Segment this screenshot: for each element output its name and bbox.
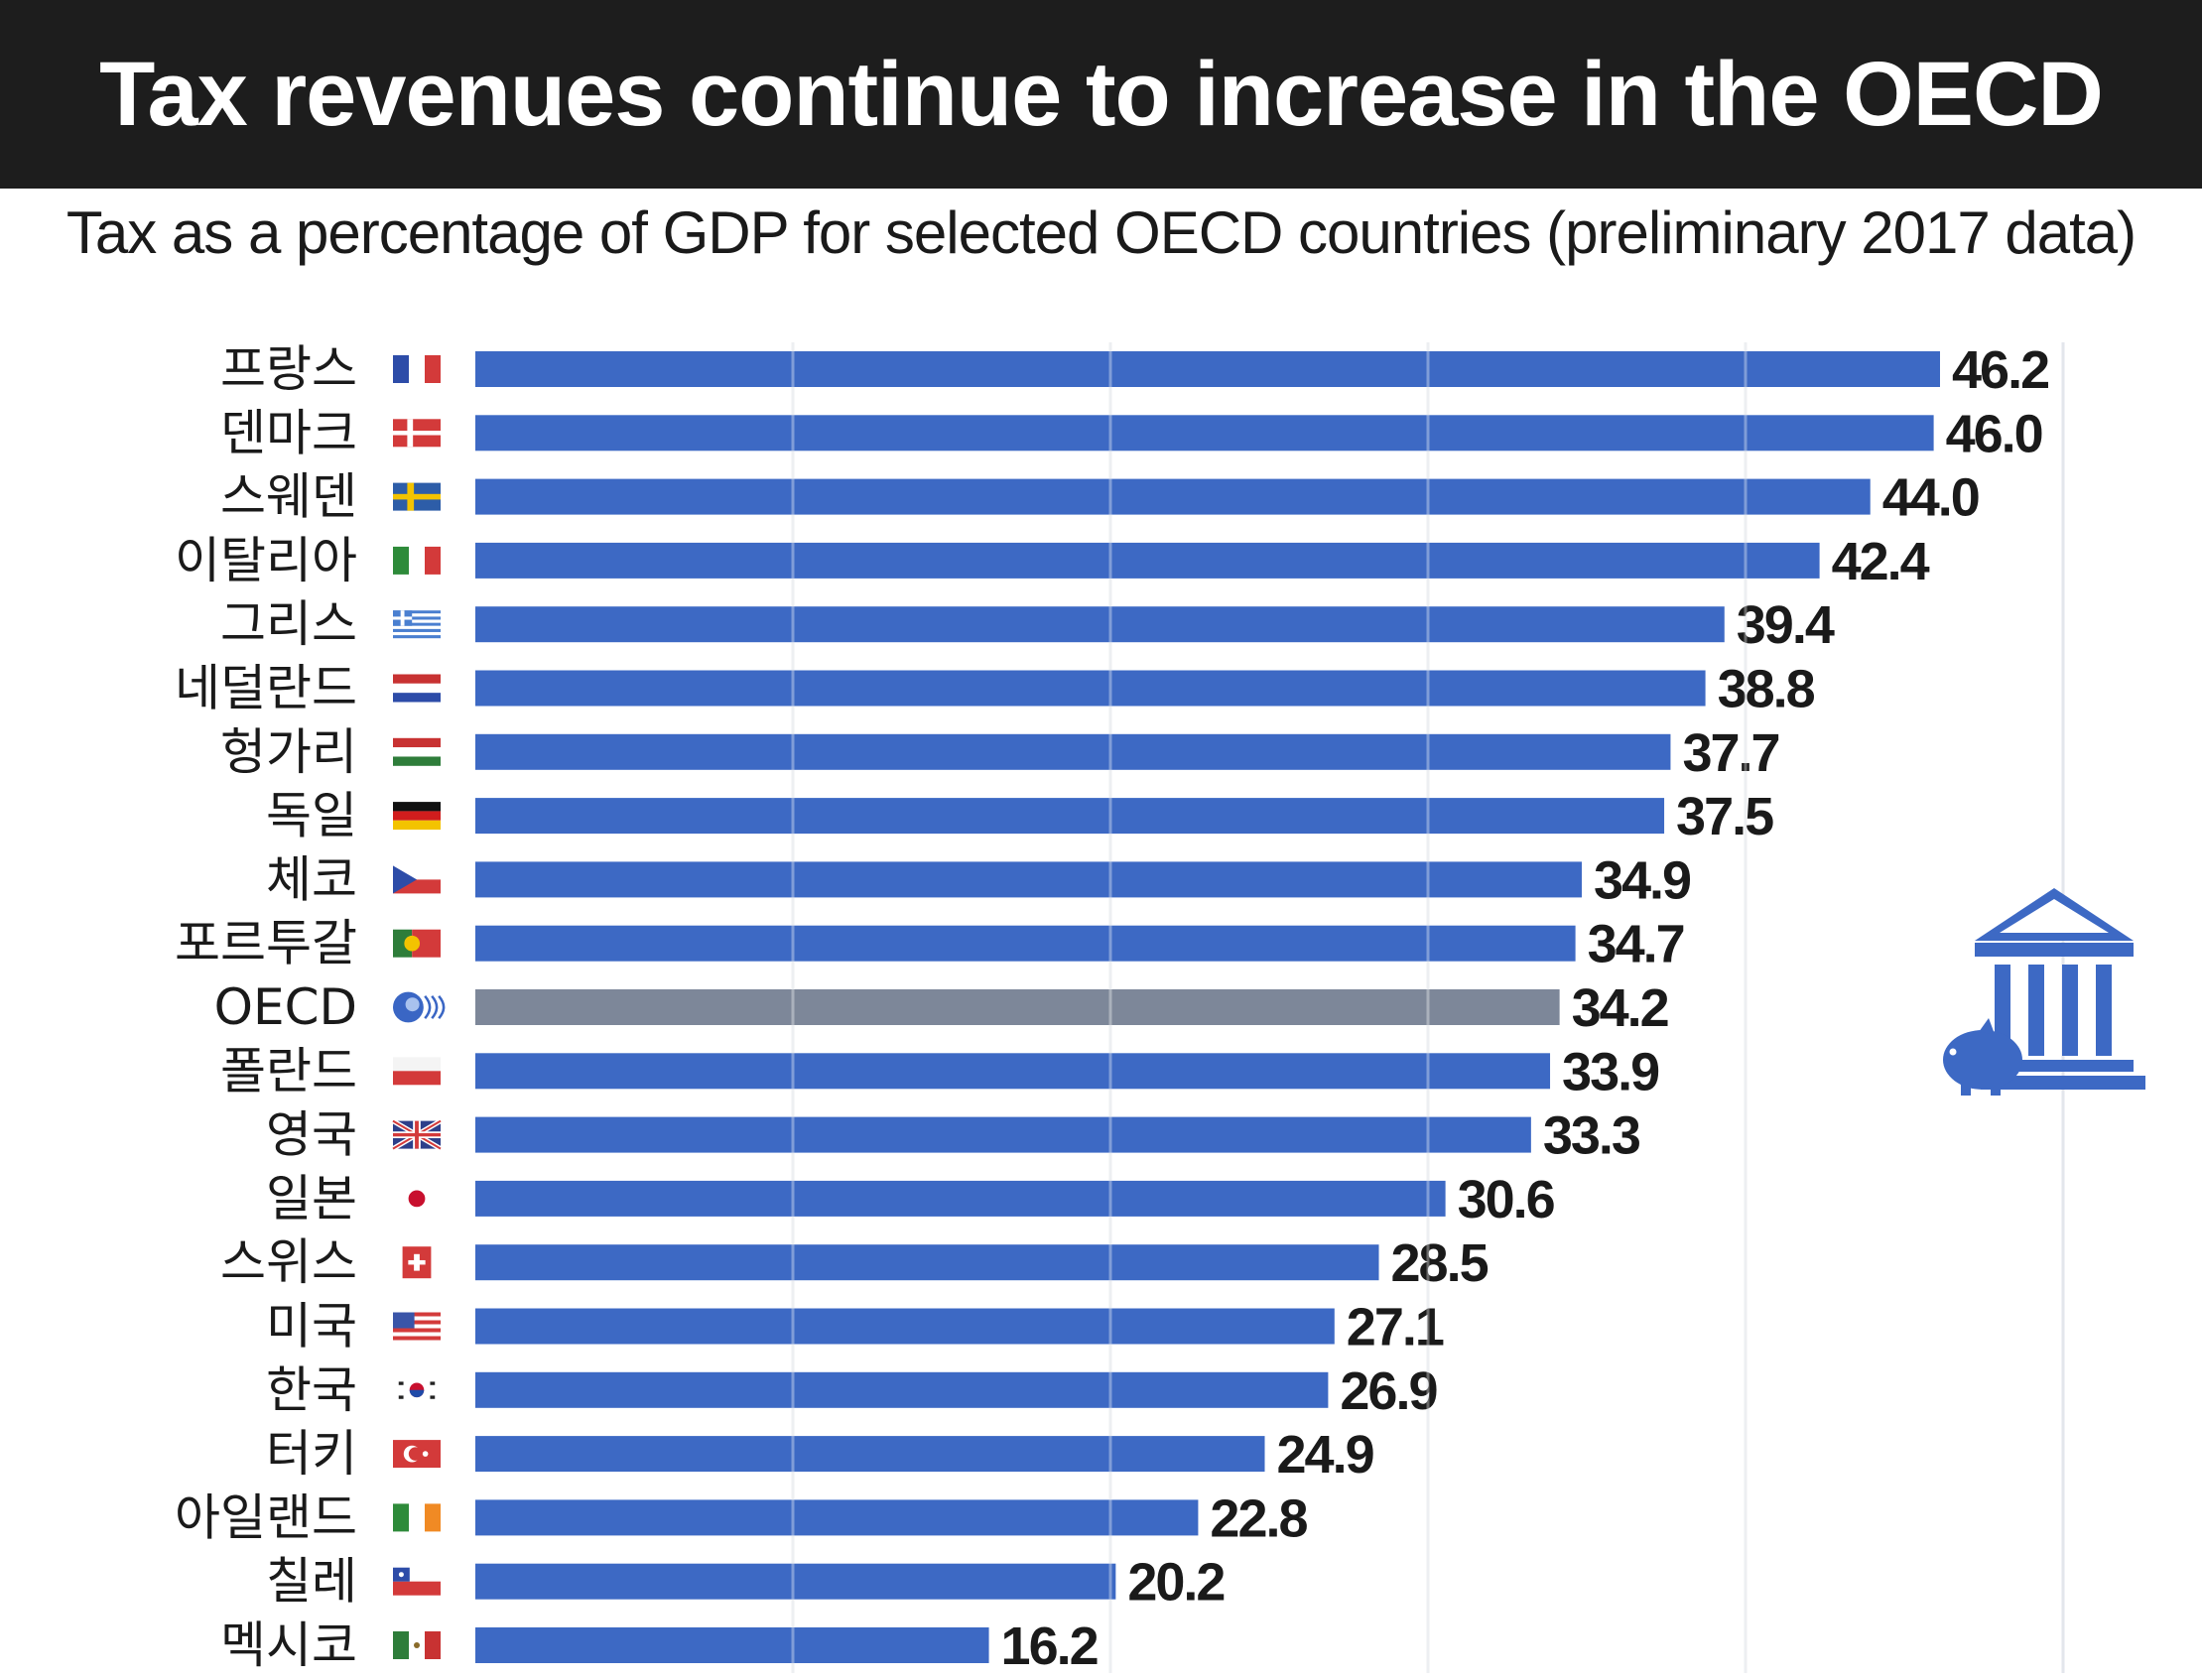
category-label: 포르투갈 — [175, 915, 357, 972]
bar-스위스 — [475, 1244, 1379, 1281]
value-label: 27.1 — [1347, 1298, 1444, 1357]
value-label: 30.6 — [1458, 1170, 1555, 1229]
gridlines-overlay — [791, 342, 1748, 1673]
bar-스웨덴 — [475, 478, 1871, 515]
category-label: 미국 — [266, 1298, 357, 1356]
germany-flag-icon — [393, 802, 441, 831]
value-label: 28.5 — [1391, 1233, 1489, 1293]
korea-flag-icon — [393, 1375, 441, 1404]
bar-칠레 — [475, 1563, 1116, 1600]
bar-폴란드 — [475, 1053, 1551, 1090]
bar-아일랜드 — [475, 1499, 1199, 1536]
value-label: 44.0 — [1882, 468, 1979, 528]
value-label: 22.8 — [1210, 1488, 1307, 1548]
category-label: 스웨덴 — [220, 468, 357, 526]
category-label: 영국 — [266, 1106, 357, 1164]
italy-flag-icon — [393, 546, 441, 575]
chart-subtitle: Tax as a percentage of GDP for selected … — [65, 199, 2137, 266]
bar-멕시코 — [475, 1627, 989, 1663]
chart-title: Tax revenues continue to increase in the… — [99, 43, 2104, 145]
bar-덴마크 — [475, 415, 1934, 452]
category-label: 폴란드 — [220, 1042, 357, 1099]
value-label: 33.3 — [1543, 1106, 1640, 1166]
japan-flag-icon — [393, 1184, 441, 1213]
category-label: 덴마크 — [220, 404, 357, 461]
category-label: 멕시코 — [220, 1616, 357, 1674]
category-label: 체코 — [266, 850, 357, 908]
bar-헝가리 — [475, 733, 1671, 770]
oecd-logo-icon — [393, 991, 446, 1023]
greece-flag-icon — [393, 610, 441, 639]
sweden-flag-icon — [393, 482, 441, 511]
category-label: 독일 — [266, 787, 357, 844]
category-label: 이탈리아 — [175, 532, 357, 589]
category-label: OECD — [214, 978, 357, 1036]
bar-이탈리아 — [475, 542, 1820, 579]
bar-OECD — [475, 989, 1560, 1025]
category-label: 터키 — [266, 1425, 357, 1483]
bar-일본 — [475, 1180, 1446, 1217]
mexico-flag-icon — [393, 1631, 441, 1659]
bar-체코 — [475, 861, 1582, 898]
denmark-flag-icon — [393, 419, 441, 448]
value-label: 34.7 — [1588, 915, 1684, 974]
category-label: 한국 — [266, 1361, 357, 1419]
value-label: 46.2 — [1952, 340, 2048, 400]
value-label: 34.9 — [1594, 850, 1691, 910]
value-label: 20.2 — [1127, 1553, 1224, 1613]
bar-네덜란드 — [475, 670, 1706, 707]
bar-미국 — [475, 1308, 1335, 1345]
chile-flag-icon — [393, 1567, 441, 1596]
france-flag-icon — [393, 355, 441, 383]
bar-그리스 — [475, 606, 1725, 643]
bar-터키 — [475, 1436, 1265, 1473]
category-label: 아일랜드 — [175, 1488, 357, 1546]
bar-프랑스 — [475, 351, 1940, 387]
switzerland-flag-icon — [402, 1246, 432, 1279]
title-bar: Tax revenues continue to increase in the… — [0, 0, 2202, 189]
category-label: 프랑스 — [220, 340, 357, 398]
usa-flag-icon — [393, 1312, 441, 1341]
value-label: 33.9 — [1562, 1042, 1659, 1101]
value-label: 38.8 — [1718, 660, 1815, 719]
bar-독일 — [475, 798, 1665, 835]
netherlands-flag-icon — [393, 674, 441, 703]
bank-piggy-icon — [1943, 888, 2145, 1096]
value-label: 16.2 — [1001, 1616, 1098, 1676]
value-label: 24.9 — [1277, 1425, 1374, 1485]
category-label: 일본 — [266, 1170, 357, 1228]
value-label: 37.5 — [1676, 787, 1773, 846]
czech-flag-icon — [393, 865, 441, 894]
value-label: 26.9 — [1340, 1361, 1437, 1421]
value-label: 46.0 — [1946, 404, 2042, 463]
uk-flag-icon — [391, 1118, 443, 1151]
category-label: 그리스 — [220, 595, 357, 653]
poland-flag-icon — [393, 1057, 441, 1086]
value-label: 39.4 — [1737, 595, 1835, 655]
bar-영국 — [475, 1116, 1531, 1153]
hungary-flag-icon — [393, 737, 441, 766]
value-label: 34.2 — [1572, 978, 1668, 1038]
category-label: 네덜란드 — [175, 660, 357, 717]
value-label: 37.7 — [1682, 723, 1778, 783]
ireland-flag-icon — [393, 1503, 441, 1532]
bar-한국 — [475, 1371, 1329, 1408]
turkey-flag-icon — [393, 1440, 441, 1469]
category-label: 헝가리 — [220, 723, 357, 781]
category-label: 칠레 — [266, 1553, 357, 1611]
category-label: 스위스 — [220, 1233, 357, 1291]
portugal-flag-icon — [393, 929, 441, 958]
bar-포르투갈 — [475, 925, 1576, 962]
value-label: 42.4 — [1832, 532, 1930, 591]
